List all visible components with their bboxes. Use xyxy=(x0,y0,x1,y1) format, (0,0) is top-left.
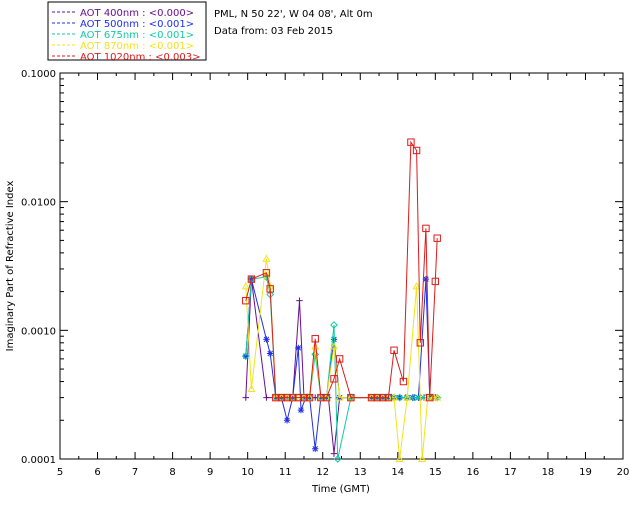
data-point-1020nm xyxy=(277,393,286,402)
data-point-870nm xyxy=(262,254,271,262)
data-point-1020nm xyxy=(335,355,344,363)
data-point-1020nm xyxy=(266,285,274,293)
data-point-1020nm xyxy=(416,339,425,347)
data-point-500nm xyxy=(263,336,270,343)
data-point-1020nm xyxy=(300,393,308,402)
data-point-870nm xyxy=(241,282,250,290)
legend-label: AOT 500nm : <0.001> xyxy=(80,19,194,30)
data-point-1020nm xyxy=(242,296,250,305)
x-tick-label: 17 xyxy=(504,467,517,478)
x-tick-label: 18 xyxy=(542,467,555,478)
data-point-1020nm xyxy=(330,375,338,383)
data-point-1020nm xyxy=(305,393,314,402)
data-point-400nm xyxy=(263,394,270,401)
plot-area xyxy=(241,138,442,463)
data-point-400nm xyxy=(296,297,303,304)
x-tick-label: 14 xyxy=(391,467,404,478)
data-point-1020nm xyxy=(379,393,387,402)
series-group xyxy=(242,138,441,402)
legend-label: AOT 870nm : <0.001> xyxy=(80,41,194,52)
data-point-1020nm xyxy=(289,393,297,402)
data-point-500nm xyxy=(422,275,430,283)
legend-label: AOT 675nm : <0.001> xyxy=(80,30,194,41)
data-point-675nm xyxy=(330,321,338,329)
x-tick-label: 10 xyxy=(241,467,254,478)
series-line xyxy=(245,258,438,460)
x-tick-label: 20 xyxy=(617,467,630,478)
data-point-400nm xyxy=(242,394,249,401)
x-tick-label: 15 xyxy=(429,467,442,478)
data-point-870nm xyxy=(395,454,404,463)
data-point-1020nm xyxy=(262,269,271,277)
data-point-870nm xyxy=(247,384,256,393)
data-point-1020nm xyxy=(431,277,440,286)
data-point-1020nm xyxy=(426,393,434,402)
data-point-1020nm xyxy=(390,346,398,354)
plot-frame xyxy=(59,72,624,460)
data-point-1020nm xyxy=(422,224,430,233)
data-point-500nm xyxy=(295,344,302,352)
data-point-1020nm xyxy=(384,393,393,402)
data-point-870nm xyxy=(433,393,442,401)
station-info: PML, N 50 22', W 04 08', Alt 0m xyxy=(214,9,373,20)
x-tick-label: 19 xyxy=(579,467,592,478)
data-point-1020nm xyxy=(347,393,355,402)
x-tick-label: 7 xyxy=(132,467,138,478)
y-tick-label: 0.0100 xyxy=(21,198,56,209)
data-point-870nm xyxy=(389,393,399,401)
data-point-1020nm xyxy=(283,393,291,402)
x-axis-label: Time (GMT) xyxy=(311,484,370,495)
x-tick-label: 5 xyxy=(57,467,63,478)
x-tick-label: 6 xyxy=(94,467,100,478)
data-point-870nm xyxy=(329,342,339,350)
x-tick-label: 8 xyxy=(169,467,175,478)
data-date: Data from: 03 Feb 2015 xyxy=(214,26,333,37)
data-point-675nm xyxy=(422,393,430,402)
data-point-1020nm xyxy=(433,234,441,242)
data-point-500nm xyxy=(283,417,291,424)
data-point-1020nm xyxy=(373,393,381,402)
data-point-500nm xyxy=(312,445,319,453)
data-point-870nm xyxy=(403,393,412,401)
x-tick-label: 9 xyxy=(207,467,213,478)
data-point-870nm xyxy=(412,282,421,290)
legend: AOT 400nm : <0.000>AOT 500nm : <0.001>AO… xyxy=(47,1,207,63)
data-point-675nm xyxy=(395,393,404,402)
y-axis-label: Imaginary Part of Refractive Index xyxy=(5,181,16,352)
data-point-1020nm xyxy=(322,393,331,402)
data-point-870nm xyxy=(335,393,344,401)
data-point-500nm xyxy=(266,350,274,357)
data-point-870nm xyxy=(311,342,320,350)
y-tick-label: 0.1000 xyxy=(21,69,56,80)
data-point-1020nm xyxy=(412,146,421,155)
data-point-500nm xyxy=(297,406,305,414)
data-point-1020nm xyxy=(407,138,415,146)
x-tick-label: 12 xyxy=(316,467,329,478)
data-point-675nm xyxy=(333,455,342,463)
legend-label: AOT 1020nm : <0.003> xyxy=(80,52,200,63)
data-point-1020nm xyxy=(317,393,325,402)
data-point-1020nm xyxy=(294,393,303,402)
data-point-400nm xyxy=(330,450,338,457)
data-point-675nm xyxy=(241,352,250,361)
series-line xyxy=(245,140,438,399)
data-point-1020nm xyxy=(399,377,408,386)
data-point-1020nm xyxy=(247,275,256,283)
data-point-675nm xyxy=(410,393,419,402)
data-point-675nm xyxy=(311,350,320,359)
info-block: PML, N 50 22', W 04 08', Alt 0m Data fro… xyxy=(214,9,373,37)
x-tick-label: 11 xyxy=(279,467,292,478)
legend-label: AOT 400nm : <0.000> xyxy=(80,8,194,19)
data-point-1020nm xyxy=(272,393,280,402)
x-tick-label: 13 xyxy=(354,467,367,478)
x-tick-label: 16 xyxy=(466,467,479,478)
y-tick-label: 0.0010 xyxy=(21,326,56,337)
data-point-1020nm xyxy=(311,335,319,343)
y-tick-label: 0.0001 xyxy=(21,455,56,466)
data-point-870nm xyxy=(418,454,427,463)
series-group xyxy=(241,254,442,463)
data-point-1020nm xyxy=(367,393,376,402)
axes: 5 6 7 8 9 10 11 12 13 14 15 16 17 18 19 20 0.0001 0.0010 0… xyxy=(21,69,629,478)
